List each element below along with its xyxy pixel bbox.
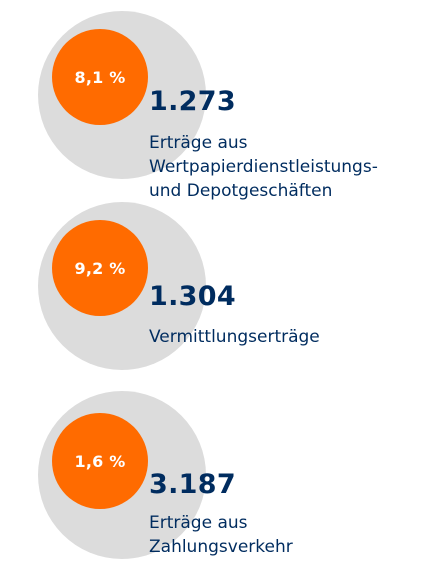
category-label-line: Erträge aus — [149, 513, 248, 533]
value-label: 3.187 — [149, 469, 236, 500]
category-label-line: Zahlungsverkehr — [149, 537, 293, 557]
category-label-line: Wertpapierdienstleistungs- — [149, 157, 378, 177]
chart-item-zahlungsverkehr: 1,6 % 3.187 Erträge aus Zahlungsverkehr — [0, 383, 437, 573]
inner-circle: 1,6 % — [52, 413, 148, 509]
inner-circle: 8,1 % — [52, 29, 148, 125]
category-label: Erträge aus Zahlungsverkehr — [149, 511, 293, 559]
percent-label: 8,1 % — [74, 67, 126, 87]
category-label: Vermittlungserträge — [149, 325, 320, 349]
chart-item-wertpapier: 8,1 % 1.273 Erträge aus Wertpapierdienst… — [0, 0, 437, 201]
category-label: Erträge aus Wertpapierdienstleistungs- u… — [149, 131, 378, 203]
percent-label: 9,2 % — [74, 258, 126, 278]
category-label-line: und Depotgeschäften — [149, 181, 333, 201]
percent-label: 1,6 % — [74, 451, 126, 471]
category-label-line: Vermittlungserträge — [149, 327, 320, 347]
value-label: 1.304 — [149, 281, 236, 312]
category-label-line: Erträge aus — [149, 133, 248, 153]
inner-circle: 9,2 % — [52, 220, 148, 316]
chart-item-vermittlung: 9,2 % 1.304 Vermittlungserträge — [0, 195, 437, 385]
value-label: 1.273 — [149, 86, 236, 117]
